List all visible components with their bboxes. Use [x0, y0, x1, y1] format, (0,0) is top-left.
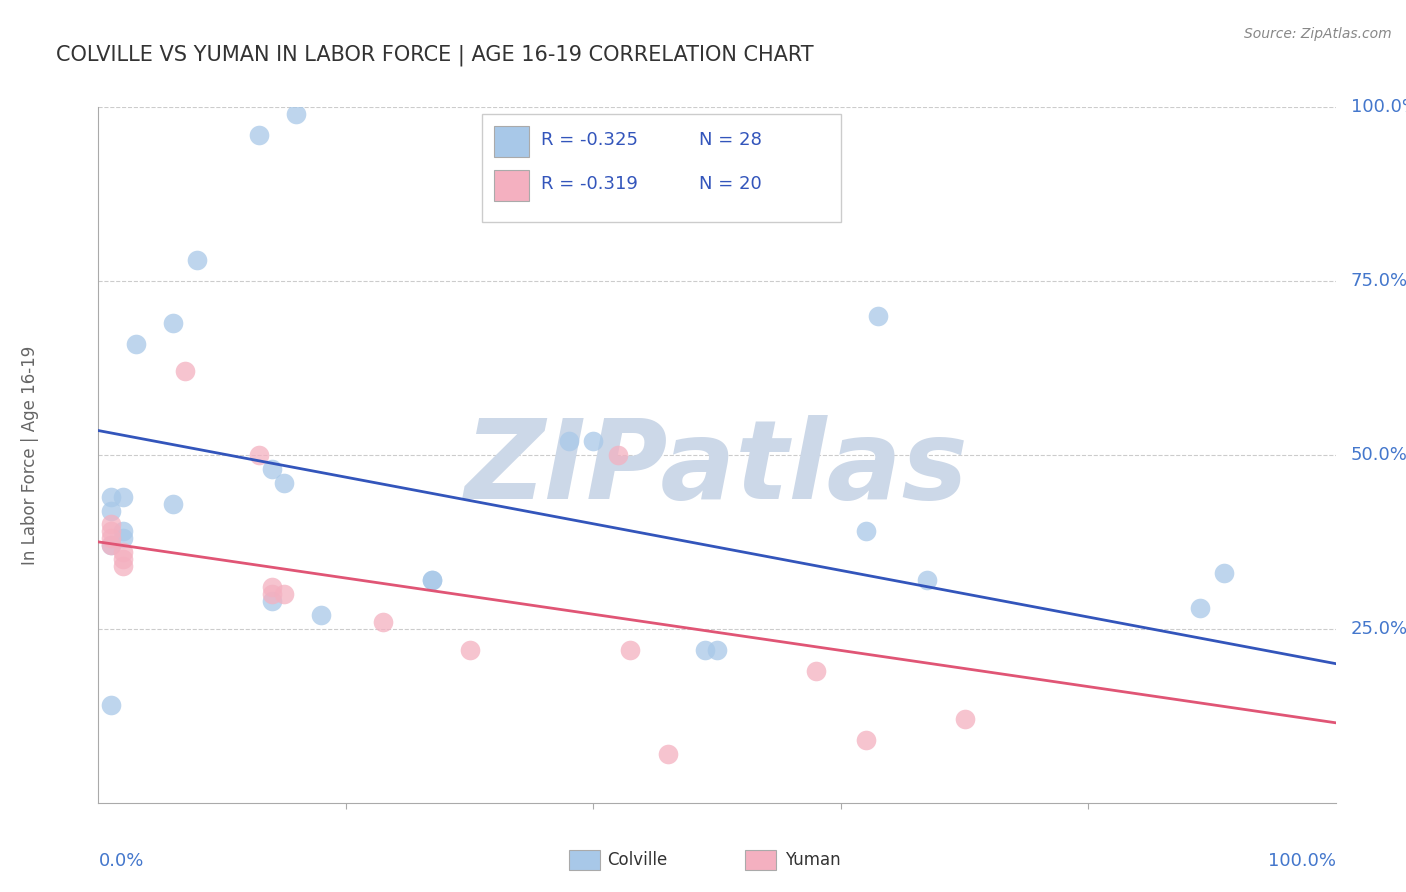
Text: 100.0%: 100.0% — [1268, 852, 1336, 870]
Point — [285, 107, 308, 121]
Text: Yuman: Yuman — [785, 851, 841, 869]
Point — [273, 587, 295, 601]
Point — [112, 552, 135, 566]
Point — [866, 309, 889, 323]
Point — [260, 580, 283, 594]
Text: N = 28: N = 28 — [699, 131, 762, 150]
Text: 75.0%: 75.0% — [1351, 272, 1406, 290]
Point — [162, 497, 184, 511]
Point — [247, 448, 270, 462]
Text: R = -0.319: R = -0.319 — [541, 175, 638, 193]
Point — [557, 434, 579, 448]
FancyBboxPatch shape — [482, 114, 841, 222]
Point — [458, 642, 481, 657]
Point — [100, 490, 122, 504]
Point — [174, 364, 197, 378]
Text: 0.0%: 0.0% — [98, 852, 143, 870]
Point — [273, 475, 295, 490]
Point — [100, 538, 122, 552]
Point — [422, 573, 444, 587]
Point — [100, 517, 122, 532]
Point — [607, 448, 630, 462]
Point — [657, 747, 679, 761]
Point — [422, 573, 444, 587]
Point — [953, 712, 976, 726]
Point — [112, 490, 135, 504]
Text: 50.0%: 50.0% — [1351, 446, 1406, 464]
Point — [693, 642, 716, 657]
Text: 100.0%: 100.0% — [1351, 98, 1406, 116]
Point — [100, 698, 122, 713]
Point — [247, 128, 270, 142]
Text: Colville: Colville — [607, 851, 668, 869]
Point — [100, 538, 122, 552]
FancyBboxPatch shape — [495, 126, 529, 157]
Point — [855, 733, 877, 747]
Point — [804, 664, 827, 678]
Point — [582, 434, 605, 448]
Point — [619, 642, 641, 657]
Point — [371, 615, 394, 629]
Text: ZIPatlas: ZIPatlas — [465, 416, 969, 523]
Point — [855, 524, 877, 539]
Point — [260, 587, 283, 601]
Text: Source: ZipAtlas.com: Source: ZipAtlas.com — [1244, 27, 1392, 41]
Point — [1213, 566, 1236, 581]
Point — [1188, 601, 1211, 615]
Point — [112, 532, 135, 546]
Point — [112, 545, 135, 559]
Point — [186, 253, 208, 268]
Point — [260, 594, 283, 608]
FancyBboxPatch shape — [495, 169, 529, 201]
Point — [100, 532, 122, 546]
Point — [100, 524, 122, 539]
Text: N = 20: N = 20 — [699, 175, 761, 193]
Point — [112, 559, 135, 574]
Point — [706, 642, 728, 657]
Point — [309, 607, 332, 622]
Text: 25.0%: 25.0% — [1351, 620, 1406, 638]
Text: R = -0.325: R = -0.325 — [541, 131, 638, 150]
Point — [112, 524, 135, 539]
Text: COLVILLE VS YUMAN IN LABOR FORCE | AGE 16-19 CORRELATION CHART: COLVILLE VS YUMAN IN LABOR FORCE | AGE 1… — [56, 45, 814, 66]
Point — [100, 503, 122, 517]
Point — [260, 462, 283, 476]
Point — [124, 336, 146, 351]
Point — [162, 316, 184, 330]
Point — [917, 573, 939, 587]
Text: In Labor Force | Age 16-19: In Labor Force | Age 16-19 — [21, 345, 39, 565]
